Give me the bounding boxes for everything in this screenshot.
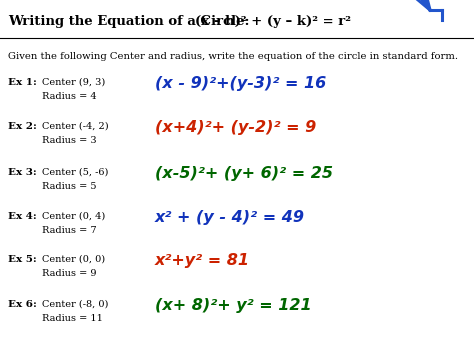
- Text: Radius = 5: Radius = 5: [42, 182, 97, 191]
- Text: Writing the Equation of a Circle:: Writing the Equation of a Circle:: [8, 16, 249, 28]
- Text: Ex 4:: Ex 4:: [8, 212, 37, 221]
- Text: (x - 9)²+(y-3)² = 16: (x - 9)²+(y-3)² = 16: [155, 76, 326, 91]
- Text: Ex 1:: Ex 1:: [8, 78, 37, 87]
- Text: (x – h)² + (y – k)² = r²: (x – h)² + (y – k)² = r²: [195, 16, 351, 28]
- Text: Given the following Center and radius, write the equation of the circle in stand: Given the following Center and radius, w…: [8, 52, 458, 61]
- Text: Ex 5:: Ex 5:: [8, 255, 37, 264]
- Text: Center (9, 3): Center (9, 3): [42, 78, 105, 87]
- Text: Center (0, 0): Center (0, 0): [42, 255, 105, 264]
- Text: Ex 2:: Ex 2:: [8, 122, 37, 131]
- Text: (x+ 8)²+ y² = 121: (x+ 8)²+ y² = 121: [155, 298, 311, 313]
- Text: Radius = 7: Radius = 7: [42, 226, 97, 235]
- Text: Radius = 3: Radius = 3: [42, 136, 97, 145]
- Text: Ex 3:: Ex 3:: [8, 168, 37, 177]
- Text: Center (5, -6): Center (5, -6): [42, 168, 109, 177]
- Text: Radius = 4: Radius = 4: [42, 92, 97, 101]
- Text: Radius = 11: Radius = 11: [42, 314, 103, 323]
- Text: (x+4)²+ (y-2)² = 9: (x+4)²+ (y-2)² = 9: [155, 120, 316, 135]
- Text: x²+y² = 81: x²+y² = 81: [155, 253, 250, 268]
- Text: Center (0, 4): Center (0, 4): [42, 212, 105, 221]
- Text: (x-5)²+ (y+ 6)² = 25: (x-5)²+ (y+ 6)² = 25: [155, 166, 333, 181]
- Text: x² + (y - 4)² = 49: x² + (y - 4)² = 49: [155, 210, 305, 225]
- Text: Radius = 9: Radius = 9: [42, 269, 97, 278]
- Text: Center (-4, 2): Center (-4, 2): [42, 122, 109, 131]
- Text: Center (-8, 0): Center (-8, 0): [42, 300, 109, 309]
- Text: Ex 6:: Ex 6:: [8, 300, 37, 309]
